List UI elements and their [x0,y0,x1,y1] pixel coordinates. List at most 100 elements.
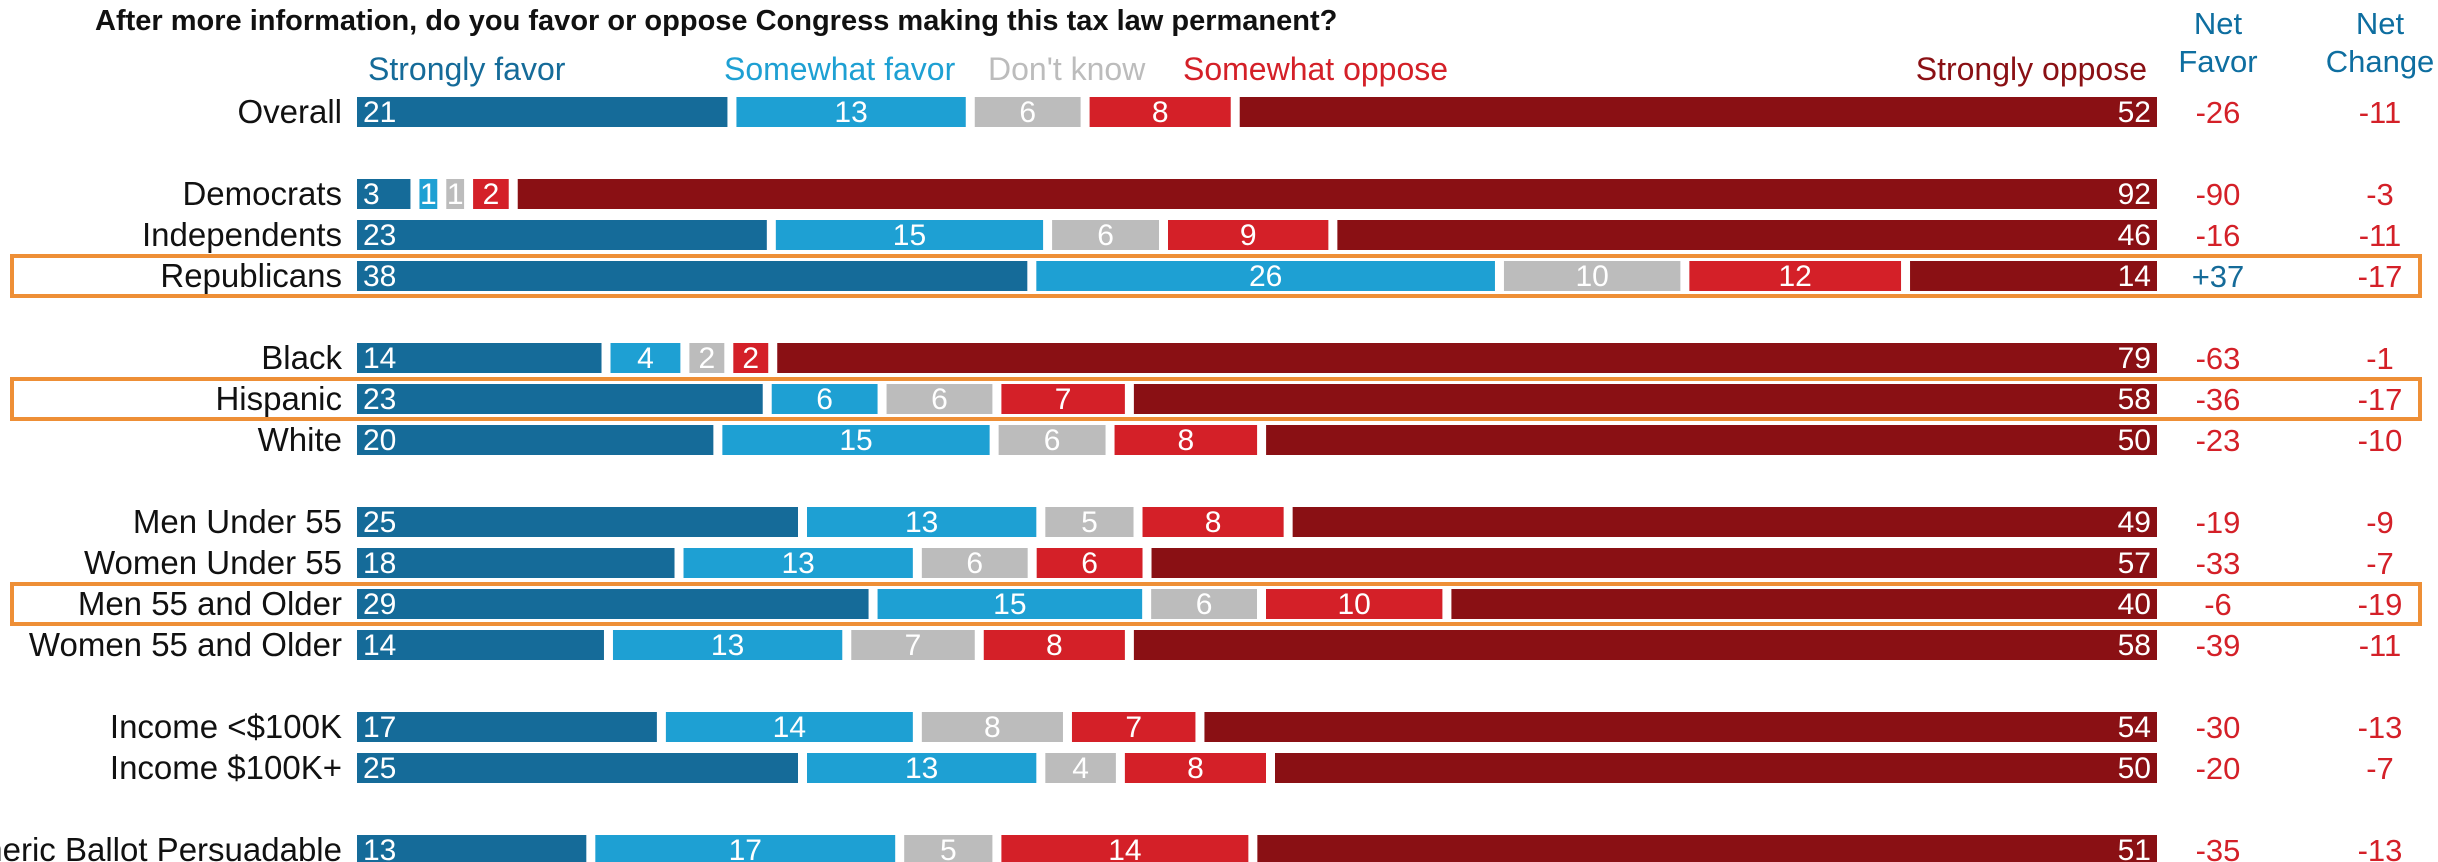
bar-segment [610,343,681,373]
bar-segment [983,630,1125,660]
net-favor-value: -63 [2196,341,2241,376]
bar-segment [777,343,2158,373]
chart-row: Generic Ballot Persuadable 13 17 5 14 51 -35 -1… [0,831,2402,862]
bar-segment [974,97,1081,127]
net-favor-value: -36 [2196,382,2241,417]
bar-value-label: 2 [483,178,500,211]
bar-value-label: 6 [1019,96,1036,129]
net-change-value: -11 [2359,95,2402,130]
net-change-value: -11 [2359,218,2402,253]
bar-segment [357,548,675,578]
chart-row: Overall 21 13 6 8 52 -26 -11 [237,93,2401,130]
bar-segment [877,589,1143,619]
bar-value-label: 29 [363,588,396,621]
bar-segment [473,179,509,209]
bar-segment [357,753,798,783]
bar-segment [517,179,2157,209]
bar-segment [665,712,913,742]
bar-segment [357,97,728,127]
bar-segment [357,507,798,537]
bar-value-label: 6 [966,547,983,580]
bar-segment [1337,220,2157,250]
bar-value-label: 17 [363,711,396,744]
bar-value-label: 50 [2118,752,2151,785]
bar-value-label: 8 [1177,424,1194,457]
row-label: Women 55 and Older [29,626,342,663]
bar-value-label: 58 [2118,383,2151,416]
row-label: Overall [237,93,342,130]
bar-segment [1045,753,1116,783]
net-change-value: -11 [2359,628,2402,663]
bar-segment [1036,261,1495,291]
bar-segment [357,425,714,455]
bar-value-label: 6 [1196,588,1213,621]
row-label: Black [261,339,342,376]
bar-value-label: 5 [940,834,957,862]
net-favor-value: -30 [2196,710,2241,745]
bar-value-label: 26 [1249,260,1282,293]
bar-segment [1275,753,2157,783]
bar-value-label: 15 [993,588,1026,621]
legend-label: Somewhat favor [724,51,956,87]
net-favor-value: -23 [2196,423,2241,458]
bar-segment [807,507,1037,537]
legend: Strongly favor Somewhat favor Don't know So… [368,51,2147,87]
bar-segment [446,179,465,209]
row-label: Independents [142,216,342,253]
bar-value-label: 14 [773,711,806,744]
bar-value-label: 7 [905,629,922,662]
bar-segment [1045,507,1134,537]
bar-segment [998,425,1106,455]
bar-value-label: 9 [1240,219,1257,252]
bar-value-label: 49 [2118,506,2151,539]
bar-value-label: 8 [1152,96,1169,129]
bar-value-label: 40 [2118,588,2151,621]
bar-value-label: 54 [2118,711,2151,744]
bar-value-label: 5 [1081,506,1098,539]
bar-value-label: 3 [363,178,380,211]
chart-title: After more information, do you favor or … [95,5,1337,37]
bar-value-label: 17 [729,834,762,862]
chart-row: Democrats 3 1 1 2 92 -90 -3 [182,175,2393,212]
legend-label: Strongly favor [368,51,566,87]
chart-row: Women Under 55 18 13 6 6 57 -33 -7 [84,544,2394,581]
bar-value-label: 21 [363,96,396,129]
bar-segment [1001,384,1125,414]
row-label: Men Under 55 [133,503,342,540]
bar-value-label: 57 [2118,547,2151,580]
row-label: Generic Ballot Persuadable [0,831,342,862]
bar-value-label: 25 [363,506,396,539]
bar-value-label: 10 [1575,260,1608,293]
net-change-value: -19 [2358,587,2403,622]
bar-value-label: 13 [905,506,938,539]
row-highlight-box [10,582,2422,626]
bar-value-label: 8 [1205,506,1222,539]
bar-value-label: 4 [1072,752,1089,785]
bar-value-label: 7 [1055,383,1072,416]
bar-segment [851,630,975,660]
row-label: Income <$100K [110,708,342,745]
bar-segment [1036,548,1143,578]
chart-row: Independents 23 15 6 9 46 -16 -11 [142,216,2401,253]
chart-row: Hispanic 23 6 6 7 58 -36 -17 [10,377,2422,421]
bar-segment [1168,220,1329,250]
bar-value-label: 13 [711,629,744,662]
chart-row: Republicans 38 26 10 12 14 +37 -17 [10,254,2422,298]
bar-segment [683,548,913,578]
row-label: Women Under 55 [84,544,342,581]
bar-value-label: 7 [1125,711,1142,744]
bar-segment [357,589,869,619]
row-label: White [258,421,342,458]
chart-row: Men 55 and Older 29 15 6 10 40 -6 -19 [10,582,2422,626]
bar-segment [1503,261,1681,291]
bar-value-label: 79 [2118,342,2151,375]
net-favor-value: -6 [2204,587,2232,622]
bar-value-label: 1 [420,178,437,211]
net-favor-value: -33 [2196,546,2241,581]
net-favor-value: -16 [2196,218,2241,253]
net-favor-value: -26 [2196,95,2241,130]
bar-value-label: 6 [816,383,833,416]
legend-label: Strongly oppose [1916,51,2147,87]
bar-value-label: 51 [2118,834,2151,862]
